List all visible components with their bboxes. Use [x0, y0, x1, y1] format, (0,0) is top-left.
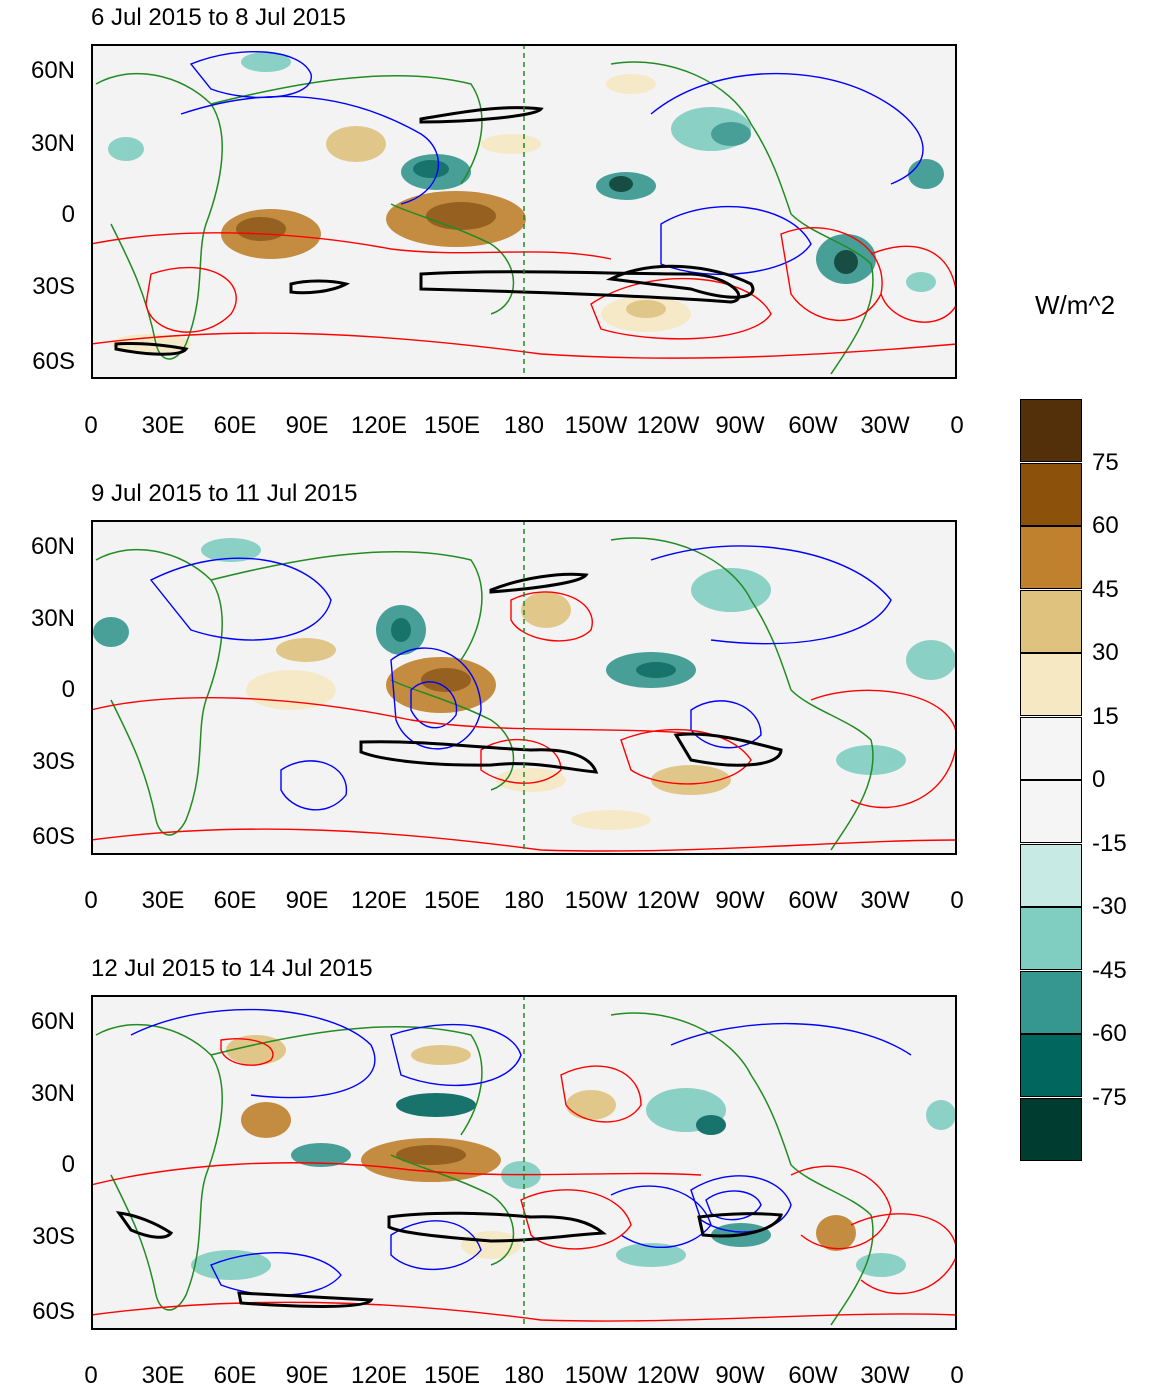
panel-3-lon-180: 180 — [503, 1362, 545, 1389]
panel-2-lon-120w: 120W — [636, 887, 700, 914]
panel-1-lon-60w: 60W — [788, 412, 838, 439]
panel-2-lon-180: 180 — [503, 887, 545, 914]
panel-3-lon-120w: 120W — [636, 1362, 700, 1389]
panel-1-lon-120e: 120E — [350, 412, 408, 439]
panel-2-lon-120e: 120E — [350, 887, 408, 914]
colorbar-swatch — [1020, 399, 1082, 462]
panel-1-lat-60n: 60N — [30, 57, 75, 84]
panel-2-lon-0-end: 0 — [950, 887, 964, 914]
panel-1-lat-30s: 30S — [32, 273, 75, 300]
colorbar-title: W/m^2 — [1035, 290, 1116, 320]
panel-3-lat-60n: 60N — [30, 1008, 75, 1035]
panel-1-lon-150w: 150W — [564, 412, 628, 439]
colorbar-swatch — [1020, 1034, 1082, 1097]
panel-3-field — [91, 995, 957, 1330]
panel-1-title: 6 Jul 2015 to 8 Jul 2015 — [91, 4, 346, 31]
panel-3-title: 12 Jul 2015 to 14 Jul 2015 — [91, 955, 373, 982]
colorbar-level-label: 60 — [1092, 512, 1119, 539]
colorbar-level-label: 15 — [1092, 702, 1119, 730]
panel-2-lat-30s: 30S — [32, 748, 75, 775]
panel-1-lat-0: 0 — [61, 201, 75, 228]
panel-1-lon-0-end: 0 — [950, 412, 964, 439]
colorbar-swatch — [1020, 907, 1082, 970]
panel-2-lon-60e: 60E — [213, 887, 257, 914]
panel-3-lon-90e: 90E — [285, 1362, 329, 1389]
panel-3-lon-60e: 60E — [213, 1362, 257, 1389]
panel-3-lon-90w: 90W — [715, 1362, 765, 1389]
panel-1-lon-30e: 30E — [141, 412, 185, 439]
panel-2-lon-150w: 150W — [564, 887, 628, 914]
panel-1-lat-30n: 30N — [30, 130, 75, 157]
colorbar-level-label: -15 — [1092, 829, 1127, 857]
panel-3-lon-150e: 150E — [423, 1362, 481, 1389]
panel-1-field — [91, 44, 957, 379]
colorbar-swatch — [1020, 843, 1082, 907]
panel-2-lon-0: 0 — [84, 887, 98, 914]
colorbar-swatch — [1020, 716, 1082, 780]
colorbar-swatch — [1020, 462, 1082, 526]
panel-2-lat-60s: 60S — [32, 823, 75, 850]
colorbar-level-label: -60 — [1092, 1020, 1127, 1047]
panel-3-lon-30w: 30W — [860, 1362, 910, 1389]
panel-1-lon-60e: 60E — [213, 412, 257, 439]
colorbar-level-label: -45 — [1092, 956, 1127, 984]
colorbar-level-label: 30 — [1092, 639, 1119, 666]
colorbar-swatch — [1020, 970, 1082, 1034]
panel-1-lon-90e: 90E — [285, 412, 329, 439]
colorbar-level-label: -30 — [1092, 893, 1127, 920]
panel-2-map — [91, 520, 957, 855]
panel-1-lon-120w: 120W — [636, 412, 700, 439]
colorbar-level-label: 45 — [1092, 575, 1119, 603]
panel-2-lon-30w: 30W — [860, 887, 910, 914]
panel-2-lon-150e: 150E — [423, 887, 481, 914]
colorbar-swatch — [1020, 653, 1082, 716]
colorbar-swatch — [1020, 780, 1082, 843]
panel-3-lat-30n: 30N — [30, 1080, 75, 1107]
colorbar-level-label: 75 — [1092, 448, 1119, 476]
panel-2-lon-90w: 90W — [715, 887, 765, 914]
colorbar-swatch — [1020, 526, 1082, 589]
panel-1-lon-150e: 150E — [423, 412, 481, 439]
panel-3-lon-0: 0 — [84, 1362, 98, 1389]
panel-3-lon-30e: 30E — [141, 1362, 185, 1389]
panel-3-lat-60s: 60S — [32, 1298, 75, 1325]
panel-3-lat-30s: 30S — [32, 1223, 75, 1250]
panel-3-lon-60w: 60W — [788, 1362, 838, 1389]
panel-2-lon-30e: 30E — [141, 887, 185, 914]
panel-2-lon-90e: 90E — [285, 887, 329, 914]
panel-1-lon-180: 180 — [503, 412, 545, 439]
panel-2-lon-60w: 60W — [788, 887, 838, 914]
panel-2-lat-0: 0 — [61, 676, 75, 703]
colorbar-swatch — [1020, 589, 1082, 653]
colorbar-level-label: 0 — [1092, 766, 1106, 793]
panel-3-lat-0: 0 — [61, 1151, 75, 1178]
panel-1-lon-90w: 90W — [715, 412, 765, 439]
panel-2-title: 9 Jul 2015 to 11 Jul 2015 — [91, 480, 358, 507]
panel-2-field — [91, 520, 957, 855]
panel-1-map — [91, 44, 957, 379]
panel-1-lon-30w: 30W — [860, 412, 910, 439]
colorbar-level-label: -75 — [1092, 1083, 1127, 1111]
panel-2-lat-60n: 60N — [30, 533, 75, 560]
panel-1-lat-60s: 60S — [32, 348, 75, 375]
panel-3-map — [91, 995, 957, 1330]
panel-3-lon-150w: 150W — [564, 1362, 628, 1389]
panel-1-lon-0: 0 — [84, 412, 98, 439]
panel-3-lon-120e: 120E — [350, 1362, 408, 1389]
colorbar-swatch — [1020, 1097, 1082, 1161]
panel-3-lon-0-end: 0 — [950, 1362, 964, 1389]
panel-2-lat-30n: 30N — [30, 605, 75, 632]
